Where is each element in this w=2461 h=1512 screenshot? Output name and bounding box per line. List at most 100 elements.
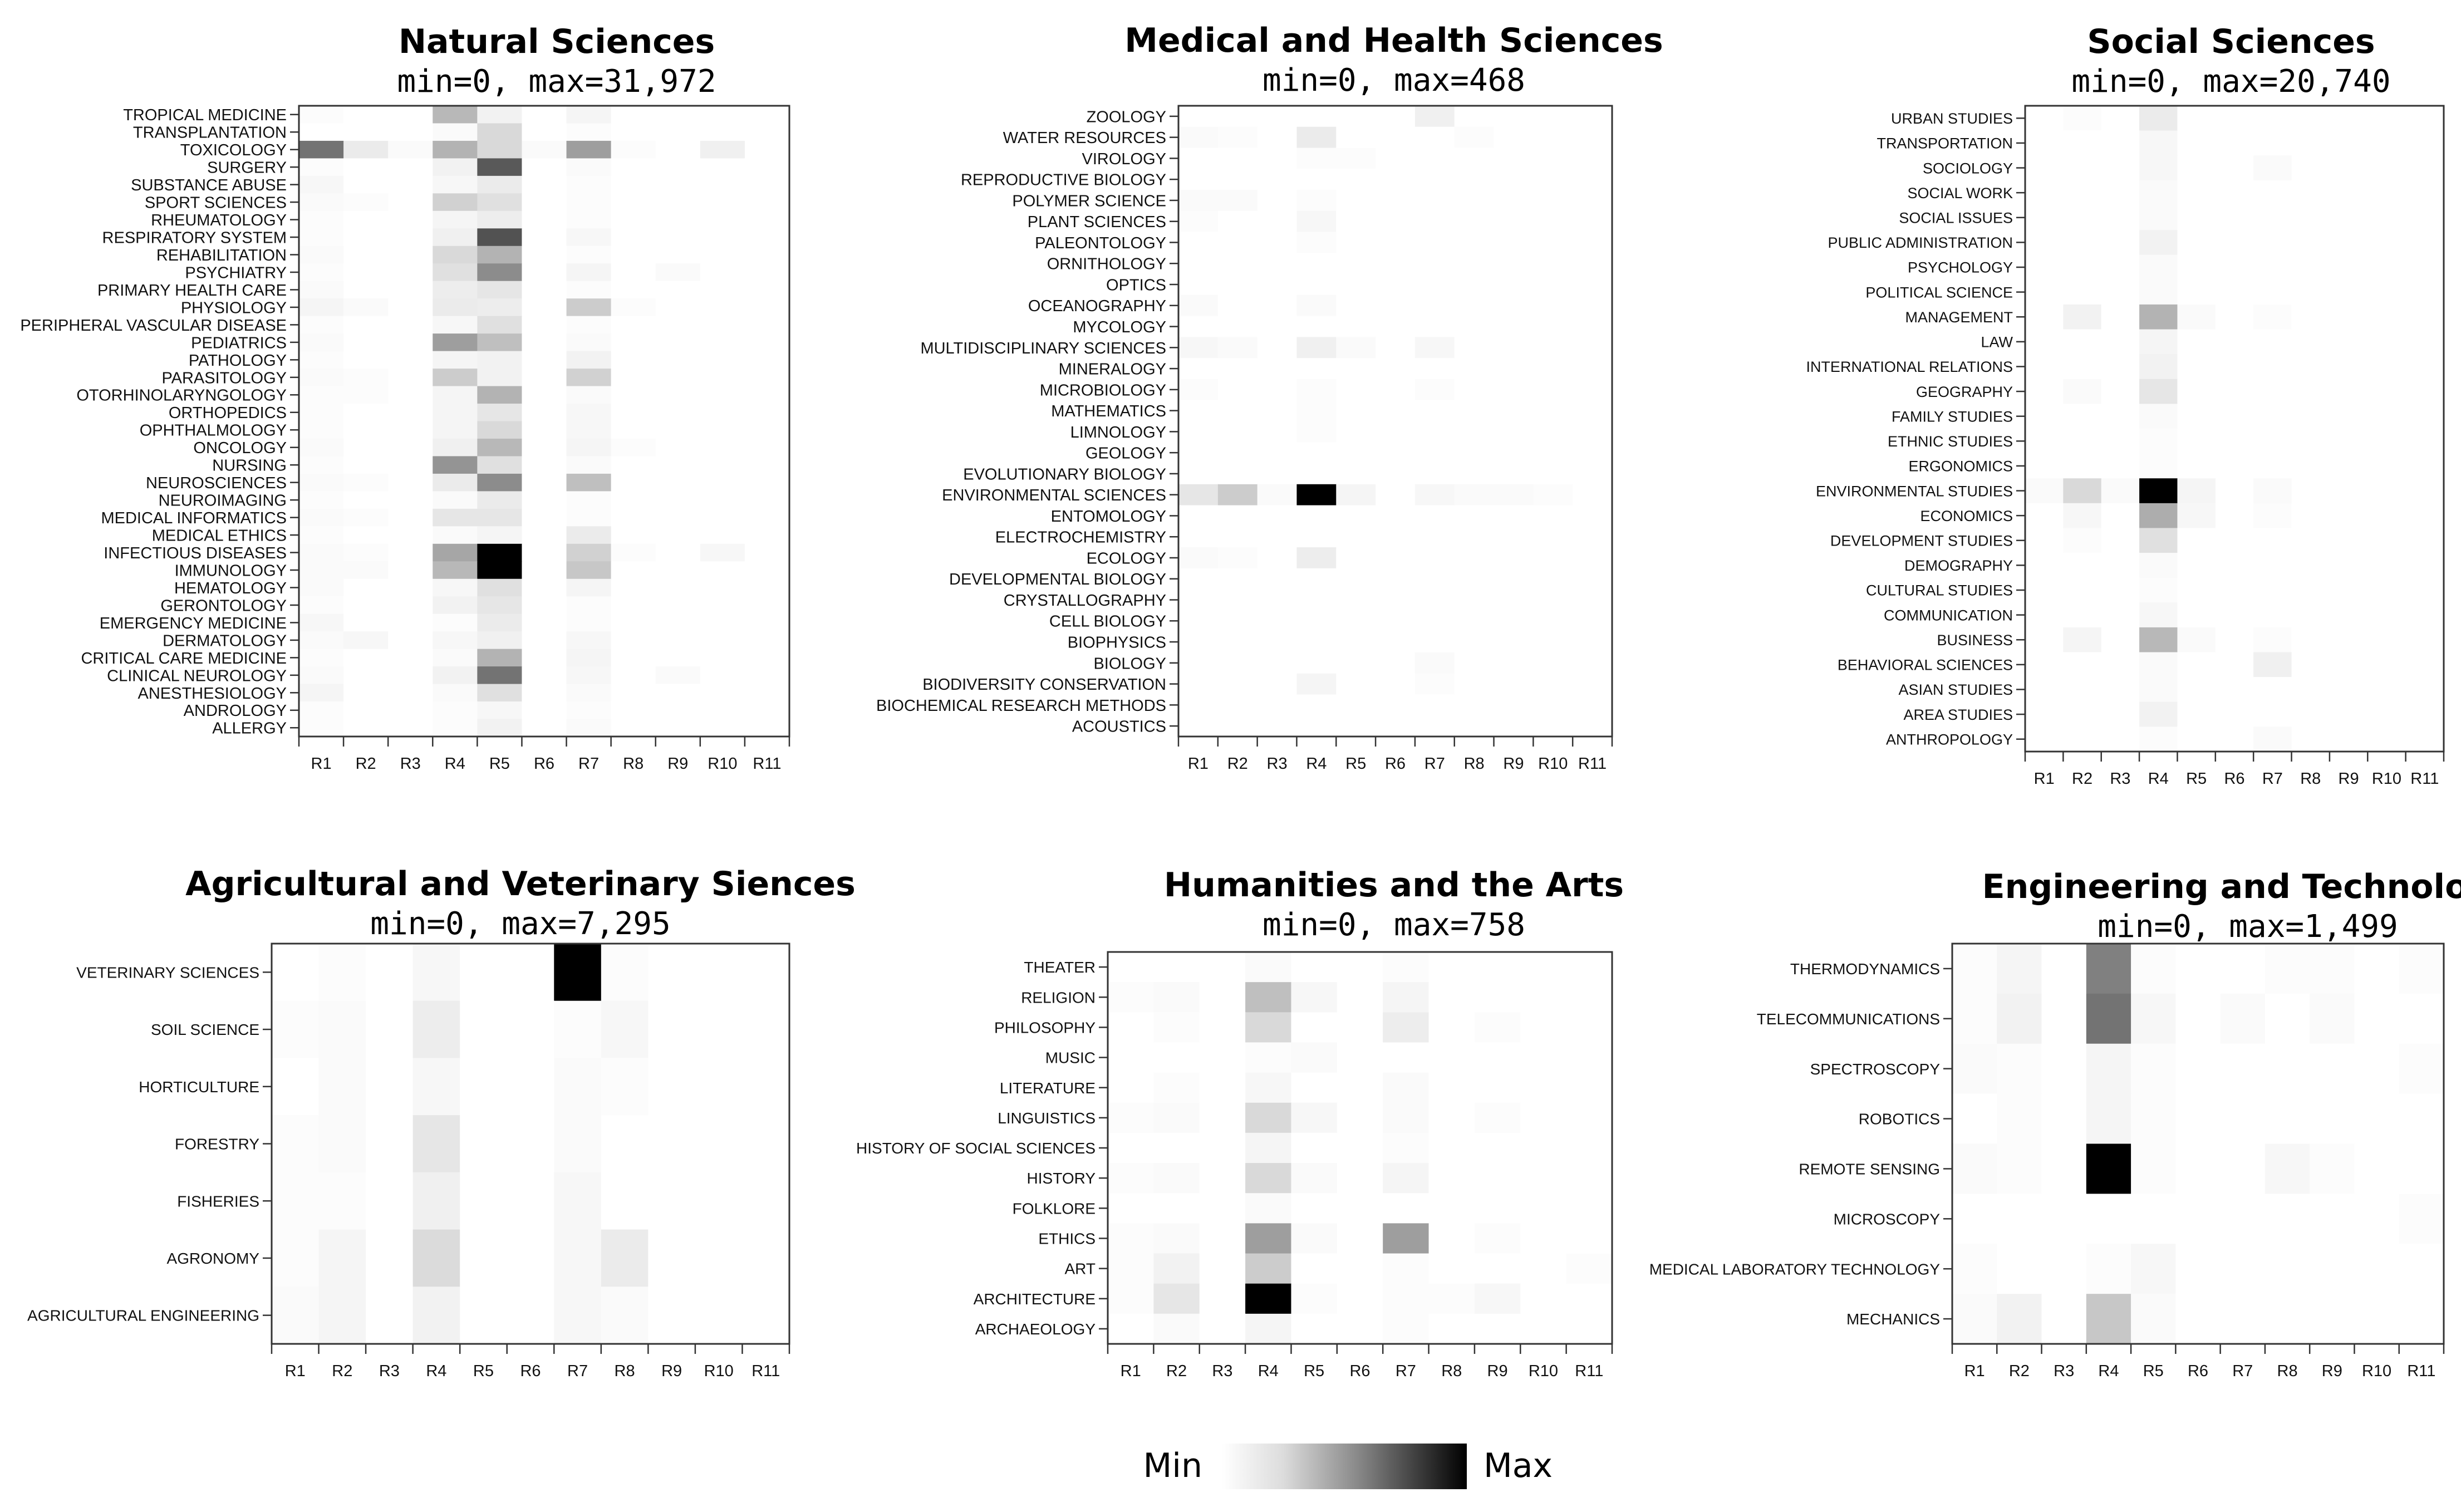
heatmap-cell	[1454, 316, 1495, 338]
heatmap-cell	[1533, 337, 1573, 359]
heatmap-cell	[2101, 652, 2140, 678]
heatmap-cell	[433, 158, 478, 176]
row-label: ART	[1065, 1260, 1096, 1278]
heatmap-cell	[1474, 952, 1521, 983]
heatmap-cell	[1376, 126, 1416, 149]
heatmap-cell	[1257, 421, 1298, 443]
heatmap-cell	[1199, 1072, 1246, 1103]
heatmap-cell	[1199, 1313, 1246, 1344]
heatmap-cell	[611, 123, 656, 141]
heatmap-cell	[1494, 631, 1534, 653]
heatmap-cell	[1494, 337, 1534, 359]
heatmap-cell	[433, 631, 478, 650]
row-label: MICROSCOPY	[1834, 1210, 1941, 1228]
heatmap-cell	[2329, 329, 2368, 355]
heatmap-cell	[1217, 568, 1258, 590]
heatmap-cell	[611, 298, 656, 317]
heatmap-cell	[2025, 130, 2064, 156]
heatmap-cell	[1336, 526, 1376, 548]
row-label: HORTICULTURE	[139, 1078, 259, 1096]
heatmap-cell	[2253, 627, 2292, 653]
heatmap-cell	[477, 404, 523, 422]
heatmap-cell	[1573, 190, 1613, 212]
heatmap-cell	[648, 1172, 696, 1230]
heatmap-cell	[655, 649, 701, 667]
heatmap-cell	[648, 1229, 696, 1287]
heatmap-cell	[2405, 354, 2444, 380]
heatmap-cell	[1178, 652, 1219, 674]
heatmap-cell	[2329, 155, 2368, 181]
heatmap-cell	[2139, 726, 2178, 752]
heatmap-cell	[477, 491, 523, 509]
heatmap-cell	[1291, 1042, 1338, 1073]
column-label: R2	[2072, 770, 2092, 788]
heatmap-cell	[566, 666, 612, 685]
heatmap-cell	[318, 1115, 366, 1173]
heatmap-cell	[1291, 1132, 1338, 1164]
row-label: PARASITOLOGY	[161, 369, 287, 387]
heatmap-cell	[1178, 379, 1219, 401]
heatmap-cell	[1376, 421, 1416, 443]
heatmap-cell	[1178, 294, 1219, 317]
row-label: NURSING	[212, 457, 287, 475]
row-label: CRITICAL CARE MEDICINE	[81, 650, 287, 667]
heatmap-cell	[2329, 354, 2368, 380]
heatmap-cell	[1952, 1294, 1997, 1344]
heatmap-cell	[433, 666, 478, 685]
heatmap-cell	[388, 386, 433, 404]
heatmap-cell	[477, 351, 523, 369]
heatmap-cell	[2405, 528, 2444, 553]
heatmap-cell	[2329, 379, 2368, 404]
heatmap-cell	[522, 210, 567, 229]
heatmap-cell	[1376, 190, 1416, 212]
heatmap-cell	[477, 473, 523, 492]
heatmap-cell	[477, 508, 523, 527]
column-label: R9	[661, 1362, 682, 1380]
heatmap-cell	[2215, 354, 2254, 380]
heatmap-cell	[2329, 602, 2368, 628]
row-label: OPHTHALMOLOGY	[140, 422, 287, 440]
heatmap-cell	[299, 106, 344, 124]
heatmap-cell	[1337, 1253, 1383, 1284]
heatmap-cell	[477, 421, 523, 439]
row-label: CRYSTALLOGRAPHY	[1004, 592, 1166, 610]
heatmap-cell	[1573, 400, 1613, 422]
heatmap-cell	[2177, 180, 2216, 206]
heatmap-cell	[388, 140, 433, 159]
heatmap-cell	[299, 281, 344, 299]
heatmap-cell	[2025, 155, 2064, 181]
heatmap-cell	[366, 1172, 414, 1230]
column-label: R4	[2148, 770, 2169, 788]
heatmap-cell	[1414, 715, 1455, 737]
heatmap-cell	[1257, 715, 1298, 737]
heatmap-cell	[700, 333, 745, 352]
heatmap-cell	[1178, 190, 1219, 212]
heatmap-cell	[2405, 577, 2444, 603]
heatmap-cell	[433, 351, 478, 369]
heatmap-cell	[2177, 478, 2216, 504]
heatmap-cell	[1566, 982, 1613, 1013]
heatmap-cell	[2329, 130, 2368, 156]
row-label: MINERALOGY	[1059, 361, 1166, 379]
heatmap-cell	[1178, 400, 1219, 422]
heatmap-cell	[433, 508, 478, 527]
row-label: DEVELOPMENT STUDIES	[1830, 532, 2013, 549]
heatmap-cell	[2253, 652, 2292, 678]
heatmap-cell	[1533, 652, 1573, 674]
heatmap-cell	[1217, 442, 1258, 464]
heatmap-cell	[1153, 1283, 1200, 1314]
heatmap-cell	[2177, 230, 2216, 256]
column-label: R4	[426, 1362, 446, 1380]
heatmap-cell	[655, 210, 701, 229]
row-label: GERONTOLOGY	[160, 597, 287, 615]
row-label: RHEUMATOLOGY	[151, 212, 287, 229]
heatmap-cell	[2405, 478, 2444, 504]
heatmap-cell	[655, 561, 701, 580]
heatmap-cell	[2405, 453, 2444, 479]
heatmap-cell	[566, 456, 612, 474]
heatmap-cell	[1108, 1132, 1154, 1164]
heatmap-cell	[2101, 254, 2140, 280]
heatmap-cell	[2291, 205, 2330, 230]
heatmap-cell	[2329, 627, 2368, 653]
